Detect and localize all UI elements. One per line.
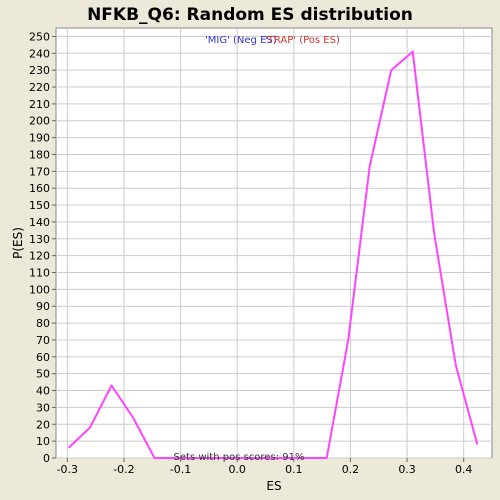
legend-pos-es: 'TRAP' (Pos ES): [265, 35, 340, 46]
x-tick-label: 0.2: [342, 463, 360, 476]
y-tick-label: 230: [29, 64, 50, 77]
x-tick-label: 0.4: [455, 463, 473, 476]
y-tick-label: 240: [29, 47, 50, 60]
y-tick-label: 50: [36, 368, 50, 381]
pos-scores-annotation: Sets with pos scores: 91%: [174, 452, 305, 463]
y-tick-label: 210: [29, 98, 50, 111]
y-tick-label: 180: [29, 148, 50, 161]
y-tick-label: 110: [29, 267, 50, 280]
series-layer: [67, 50, 479, 459]
grid-lines: [56, 28, 492, 459]
y-tick-label: 220: [29, 81, 50, 94]
x-tick-label: 0.3: [398, 463, 416, 476]
y-tick-label: 10: [36, 435, 50, 448]
y-tick-label: 70: [36, 334, 50, 347]
x-tick-label: -0.1: [170, 463, 191, 476]
y-tick-label: 140: [29, 216, 50, 229]
y-tick-label: 130: [29, 233, 50, 246]
x-tick-label: 0.0: [228, 463, 246, 476]
y-tick-label: 120: [29, 250, 50, 263]
y-tick-label: 190: [29, 132, 50, 145]
y-tick-label: 0: [43, 452, 50, 465]
legend-neg-es: 'MIG' (Neg ES): [205, 35, 277, 46]
x-tick-label: -0.2: [113, 463, 134, 476]
y-tick-label: 100: [29, 283, 50, 296]
y-tick-label: 90: [36, 300, 50, 313]
y-tick-label: 170: [29, 165, 50, 178]
x-axis-label: ES: [266, 479, 281, 493]
y-tick-label: 20: [36, 418, 50, 431]
es-series-line: [67, 50, 479, 459]
y-axis: 0 10 20 30 40 50 60 70 80 90 100 110 120 130 140 150 160…: [29, 30, 56, 465]
x-axis: -0.3 -0.2 -0.1 0.0 0.1 0.2 0.3 0.4: [57, 458, 473, 476]
y-tick-label: 200: [29, 115, 50, 128]
y-tick-label: 250: [29, 30, 50, 43]
y-tick-label: 80: [36, 317, 50, 330]
y-tick-label: 60: [36, 351, 50, 364]
x-tick-label: 0.1: [285, 463, 303, 476]
y-axis-label: P(ES): [11, 227, 25, 259]
y-tick-label: 150: [29, 199, 50, 212]
x-tick-label: -0.3: [57, 463, 78, 476]
y-tick-label: 40: [36, 385, 50, 398]
plot-area: [55, 27, 493, 459]
y-tick-label: 30: [36, 401, 50, 414]
y-tick-label: 160: [29, 182, 50, 195]
chart-title: NFKB_Q6: Random ES distribution: [87, 5, 413, 25]
